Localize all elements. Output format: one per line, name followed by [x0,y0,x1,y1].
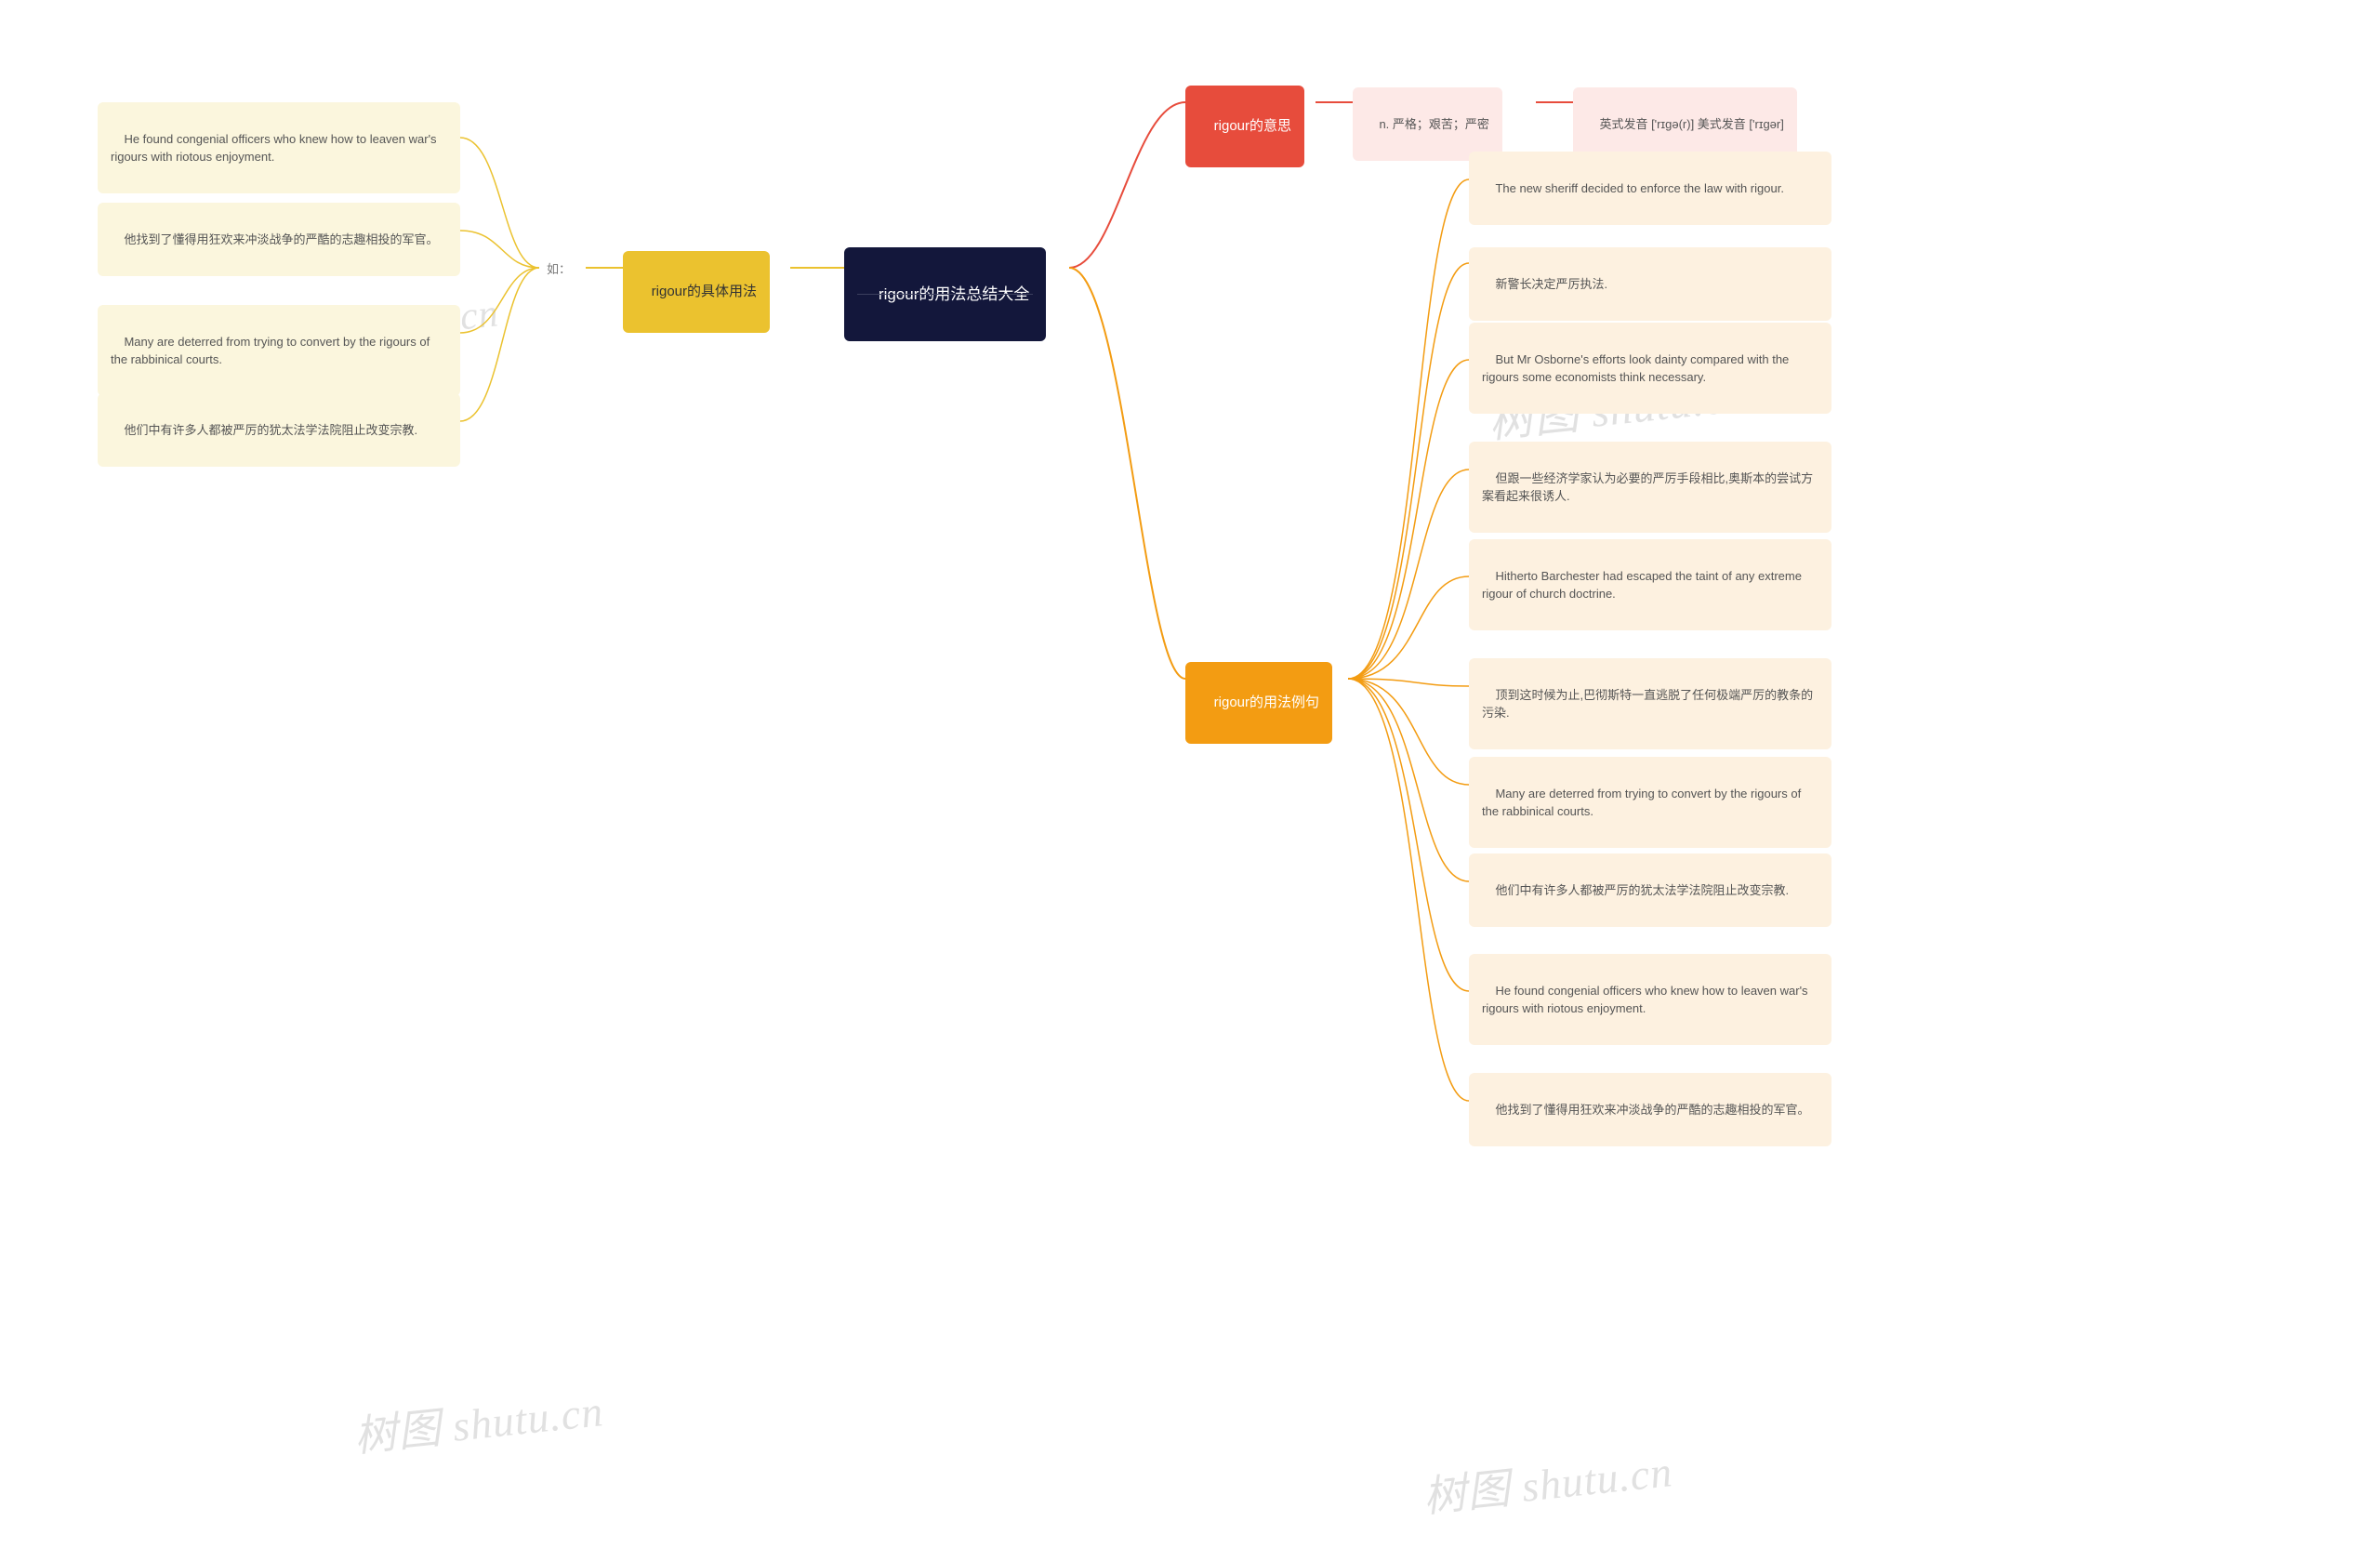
example-item[interactable]: 他们中有许多人都被严厉的犹太法学法院阻止改变宗教. [1469,853,1831,927]
example-item[interactable]: But Mr Osborne's efforts look dainty com… [1469,323,1831,414]
usage-item[interactable]: 他找到了懂得用狂欢来冲淡战争的严酷的志趣相投的军官。 [98,203,460,276]
text: 他找到了懂得用狂欢来冲淡战争的严酷的志趣相投的军官。 [124,232,438,246]
branch-examples[interactable]: rigour的用法例句 [1185,662,1332,744]
text: 但跟一些经济学家认为必要的严厉手段相比,奥斯本的尝试方案看起来很诱人. [1482,471,1813,504]
root-label: rigour的用法总结大全 [879,285,1029,303]
text: 他找到了懂得用狂欢来冲淡战争的严酷的志趣相投的军官。 [1495,1103,1809,1117]
example-item[interactable]: Hitherto Barchester had escaped the tain… [1469,539,1831,630]
watermark: 树图 shutu.cn [350,1377,606,1464]
branch-examples-label: rigour的用法例句 [1214,695,1319,710]
text: He found congenial officers who knew how… [1482,984,1811,1016]
usage-connector-label: 如： [547,259,571,277]
text: The new sheriff decided to enforce the l… [1495,181,1784,195]
example-item[interactable]: The new sheriff decided to enforce the l… [1469,152,1831,225]
text: n. 严格；艰苦；严密 [1379,117,1488,131]
text: But Mr Osborne's efforts look dainty com… [1482,352,1792,385]
example-item[interactable]: He found congenial officers who knew how… [1469,954,1831,1045]
example-item[interactable]: 但跟一些经济学家认为必要的严厉手段相比,奥斯本的尝试方案看起来很诱人. [1469,442,1831,533]
branch-meaning-label: rigour的意思 [1214,118,1291,134]
usage-item[interactable]: Many are deterred from trying to convert… [98,305,460,396]
usage-item[interactable]: 他们中有许多人都被严厉的犹太法学法院阻止改变宗教. [98,393,460,467]
text: 英式发音 ['rɪgə(r)] 美式发音 ['rɪɡər] [1599,117,1783,131]
text: 新警长决定严厉执法. [1495,277,1607,291]
root-node[interactable]: rigour的用法总结大全 [844,247,1046,341]
text: Many are deterred from trying to convert… [1482,787,1805,819]
usage-item[interactable]: He found congenial officers who knew how… [98,102,460,193]
text: 他们中有许多人都被严厉的犹太法学法院阻止改变宗教. [1495,883,1789,897]
example-item[interactable]: Many are deterred from trying to convert… [1469,757,1831,848]
text: He found congenial officers who knew how… [111,132,440,165]
branch-meaning[interactable]: rigour的意思 [1185,86,1304,167]
text: Many are deterred from trying to convert… [111,335,433,367]
branch-usage[interactable]: rigour的具体用法 [623,251,770,333]
mindmap-canvas: 树图 shutu.cn 树图 shutu.cn 树图 shutu.cn 树图 s… [0,0,2380,1548]
branch-usage-label: rigour的具体用法 [652,284,757,299]
text: 他们中有许多人都被严厉的犹太法学法院阻止改变宗教. [124,423,417,437]
leaf-meaning-pronunciation[interactable]: 英式发音 ['rɪgə(r)] 美式发音 ['rɪɡər] [1573,87,1797,161]
text: Hitherto Barchester had escaped the tain… [1482,569,1805,602]
leaf-meaning-definition[interactable]: n. 严格；艰苦；严密 [1353,87,1502,161]
example-item[interactable]: 新警长决定严厉执法. [1469,247,1831,321]
watermark: 树图 shutu.cn [1420,1437,1675,1525]
text: 顶到这时候为止,巴彻斯特一直逃脱了任何极端严厉的教条的污染. [1482,688,1813,721]
example-item[interactable]: 顶到这时候为止,巴彻斯特一直逃脱了任何极端严厉的教条的污染. [1469,658,1831,749]
example-item[interactable]: 他找到了懂得用狂欢来冲淡战争的严酷的志趣相投的军官。 [1469,1073,1831,1146]
